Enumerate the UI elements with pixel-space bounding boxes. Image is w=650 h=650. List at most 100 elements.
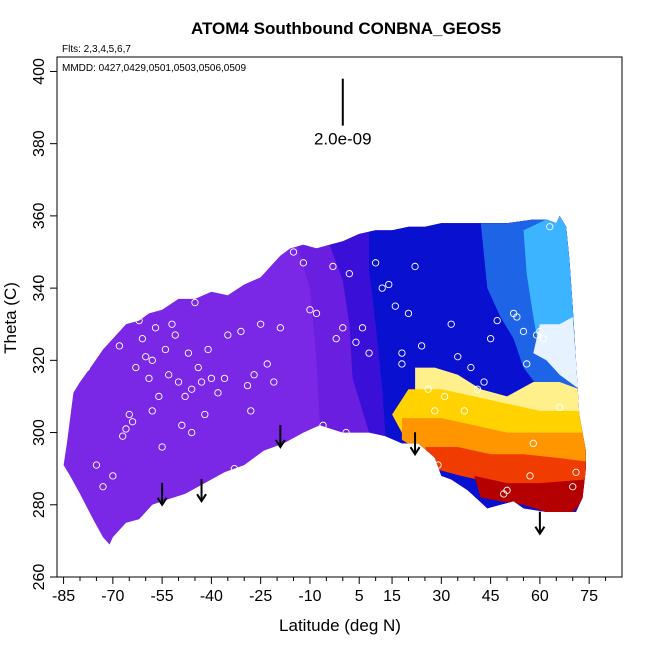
sample-point [155,392,163,401]
sample-point [214,389,222,397]
sample-point [151,324,160,332]
plot-area [63,215,586,545]
sample-point [181,392,189,401]
sample-point [270,378,278,386]
sample-point [135,316,143,325]
y-tick-label: 360 [31,202,48,229]
x-tick-label: 5 [355,588,364,605]
sample-point [174,378,183,386]
sample-point [257,320,265,328]
sample-point [424,385,432,393]
x-tick-label: 60 [531,588,549,605]
sample-point [385,280,393,289]
arrow-head [156,497,168,507]
y-tick-label: 280 [31,491,48,518]
sample-point [194,363,202,372]
sample-point [99,483,107,491]
sample-point [312,309,321,318]
sample-point [460,407,468,415]
sample-point [207,374,216,383]
sample-point [289,248,298,256]
sample-point [486,335,495,343]
x-axis-label: Latitude (deg N) [279,616,401,635]
sample-point [513,313,521,321]
sample-point [332,335,340,343]
x-tick-label: -70 [101,588,124,605]
sample-point [165,371,173,379]
x-axis: -85 -70 -55 -40 -25 -10 5 15 30 45 60 75 [52,577,607,605]
sample-point [132,363,140,372]
y-tick-label: 380 [31,130,48,157]
color-region [474,475,586,512]
sample-point [378,284,386,292]
flights-label: Flts: 2,3,4,5,6,7 [62,44,131,55]
sample-point [523,360,531,368]
sample-point [191,298,199,307]
sample-point [526,472,534,480]
sample-point [546,223,554,231]
x-tick-label: -85 [52,588,75,605]
sample-point [306,306,314,314]
sample-point [184,349,193,357]
scale-bar-label: 2.0e-09 [314,130,372,149]
x-tick-label: -10 [298,588,321,605]
sample-point [572,468,580,476]
y-axis: 260 280 300 320 340 360 380 400 [31,58,57,590]
sample-point [276,324,285,332]
sample-point [201,410,209,419]
sample-point [434,461,442,469]
sample-point [555,403,564,411]
arrow-head [196,493,207,504]
sample-point [148,407,156,415]
sample-point [125,410,133,419]
sample-point [454,353,462,361]
sample-point [440,392,449,401]
sample-point [371,259,380,267]
sample-point [171,331,179,339]
sample-point [188,428,196,437]
sample-point [115,342,124,350]
y-tick-label: 260 [31,564,48,591]
sample-point [122,425,130,433]
plot-frame [56,56,623,578]
sample-point [119,432,127,440]
sample-point [339,324,347,332]
sample-point [82,363,91,372]
sample-point [575,511,583,520]
y-tick-label: 300 [31,419,48,446]
sample-point [325,428,334,437]
sample-point [411,262,419,271]
sample-point [168,320,176,328]
sample-point [178,421,186,429]
x-tick-label: -55 [151,588,174,605]
sample-point [247,407,255,415]
sample-point [148,356,156,364]
sample-point [128,418,137,426]
scale-bar: 2.0e-09 [314,78,372,149]
sample-point [473,385,482,393]
y-tick-label: 320 [31,347,48,374]
sample-point [161,345,170,354]
x-tick-label: -40 [200,588,223,605]
sample-point [345,270,354,278]
sample-point [519,327,528,336]
sample-point [319,421,327,429]
color-region [415,367,583,419]
sample-point [237,327,245,336]
sample-point [197,378,206,386]
sample-point [467,363,475,372]
x-tick-label: -25 [249,588,272,605]
chart-title: ATOM4 Southbound CONBNA_GEOS5 [191,19,501,38]
sample-point [243,381,252,390]
sample-point [66,367,74,375]
sample-point [329,262,337,271]
sample-point [447,320,455,328]
arrow-head [409,446,421,457]
y-tick-label: 400 [31,58,48,85]
x-tick-label: 30 [432,588,450,605]
x-tick-label: 45 [482,588,500,605]
sample-point [539,335,547,343]
sample-point [398,360,406,368]
sample-point [299,259,308,267]
